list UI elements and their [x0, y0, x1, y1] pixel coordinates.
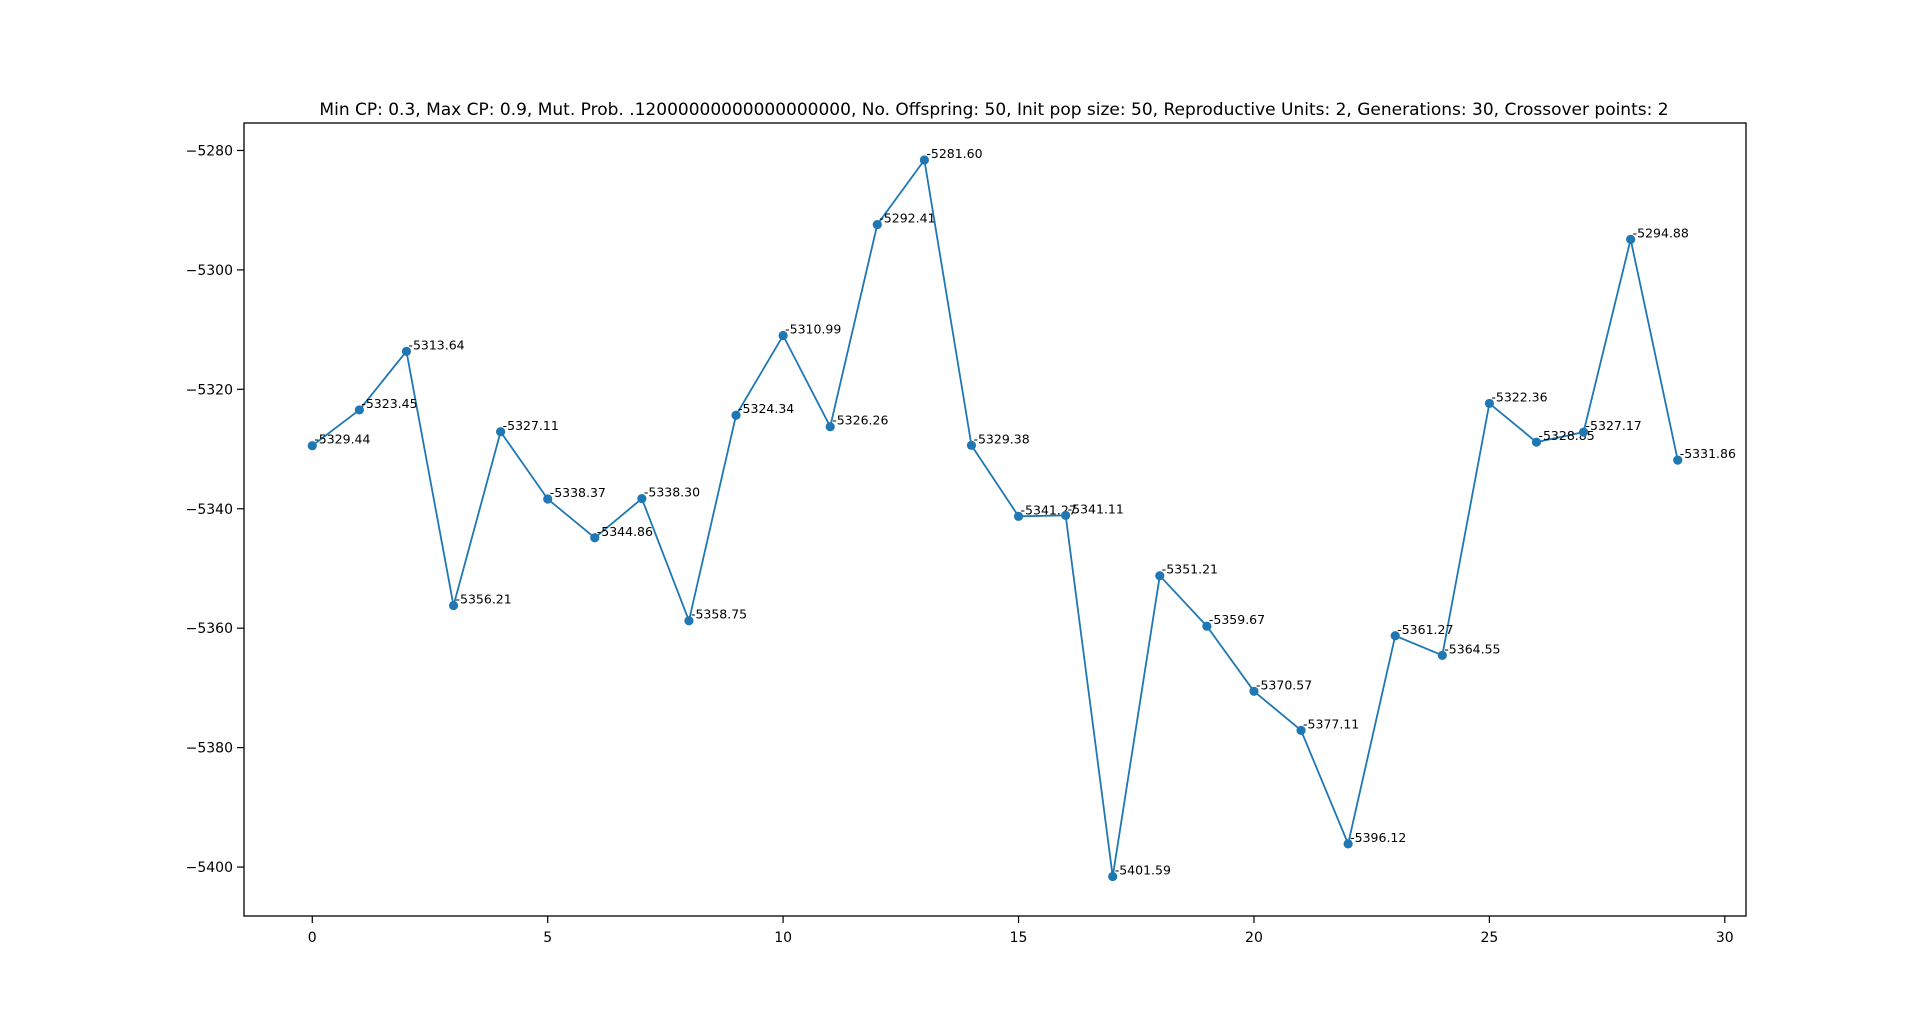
data-label: -5331.86 — [1680, 446, 1736, 461]
data-point — [1061, 510, 1071, 520]
data-label: -5359.67 — [1209, 612, 1265, 627]
data-point — [966, 440, 977, 450]
data-label: -5370.57 — [1256, 677, 1312, 692]
data-label: -5326.26 — [832, 413, 888, 428]
data-point — [448, 600, 459, 611]
data-label: -5281.60 — [926, 146, 982, 161]
data-label: -5351.21 — [1162, 562, 1218, 577]
data-point — [354, 405, 364, 415]
data-point — [1626, 234, 1636, 244]
data-label: -5294.88 — [1633, 225, 1689, 240]
data-label: -5358.75 — [691, 607, 747, 622]
data-label: -5323.45 — [361, 396, 417, 411]
y-tick-label: −5380 — [186, 741, 233, 757]
y-tick-label: −5340 — [186, 502, 233, 518]
data-label: -5396.12 — [1350, 830, 1406, 845]
data-point — [543, 494, 553, 504]
y-tick-label: −5280 — [186, 143, 233, 159]
data-label: -5324.34 — [738, 401, 794, 416]
data-label: -5377.11 — [1303, 716, 1359, 731]
data-point — [684, 616, 694, 626]
data-label: -5338.30 — [644, 485, 700, 500]
data-point — [1108, 871, 1118, 882]
data-label: -5327.11 — [503, 418, 559, 433]
data-point — [590, 533, 600, 543]
x-tick-label: 15 — [1010, 930, 1028, 946]
data-label: -5327.17 — [1586, 418, 1642, 433]
data-point — [1249, 686, 1259, 696]
data-label: -5364.55 — [1444, 641, 1500, 656]
data-point — [1390, 631, 1400, 641]
data-label: -5356.21 — [456, 592, 512, 607]
data-point — [1343, 839, 1353, 849]
data-point — [778, 330, 788, 341]
data-point — [1484, 398, 1494, 409]
x-tick-label: 10 — [774, 930, 792, 946]
data-point — [1202, 621, 1212, 631]
data-label: -5361.27 — [1397, 622, 1453, 637]
data-label: -5329.44 — [314, 432, 370, 447]
data-point — [919, 155, 929, 165]
data-point — [1531, 437, 1542, 447]
data-point — [1296, 725, 1306, 735]
data-point — [1013, 511, 1024, 521]
data-point — [307, 441, 317, 451]
data-label: -5313.64 — [408, 337, 464, 352]
y-tick-label: −5320 — [186, 382, 233, 398]
x-tick-label: 25 — [1480, 930, 1498, 946]
data-point — [872, 219, 882, 230]
x-tick-label: 20 — [1245, 930, 1263, 946]
data-point — [1673, 455, 1683, 465]
data-label: -5401.59 — [1115, 863, 1171, 878]
data-point — [637, 494, 647, 504]
data-point — [1578, 427, 1589, 437]
data-label: -5310.99 — [785, 322, 841, 337]
data-point — [1437, 650, 1447, 660]
data-label: -5338.37 — [550, 485, 606, 500]
x-tick-label: 0 — [308, 930, 317, 946]
data-point — [401, 346, 412, 356]
data-point — [825, 422, 835, 432]
series-line — [311, 159, 1679, 878]
data-point — [1155, 571, 1165, 581]
data-label: -5322.36 — [1491, 389, 1547, 404]
x-tick-label: 30 — [1716, 930, 1734, 946]
data-label: -5329.38 — [973, 431, 1029, 446]
y-tick-label: −5300 — [186, 263, 233, 279]
data-label: -5341.11 — [1068, 501, 1124, 516]
plot-frame — [243, 122, 1747, 917]
y-tick-label: −5400 — [186, 860, 233, 876]
data-point — [496, 427, 506, 437]
chart-title: Min CP: 0.3, Max CP: 0.9, Mut. Prob. .12… — [319, 100, 1668, 120]
x-tick-label: 5 — [543, 930, 552, 946]
data-label: -5344.86 — [597, 524, 653, 539]
data-point — [731, 410, 741, 420]
y-tick-label: −5360 — [186, 621, 233, 637]
data-label: -5292.41 — [879, 211, 935, 226]
plot-area: 0 5 10 15 20 25 30 −5280 −5300 −5320 −5340 −5360 −53… — [186, 143, 1736, 946]
